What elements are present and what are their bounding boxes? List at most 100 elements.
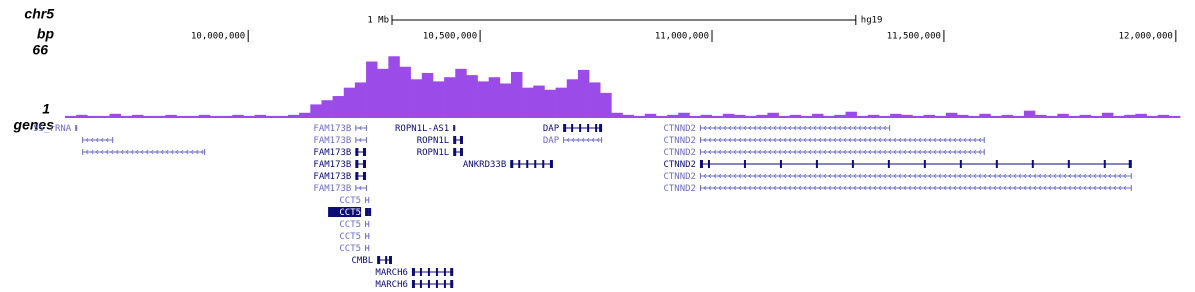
x-tick-label: 11,500,000 xyxy=(887,32,941,42)
signal-bar xyxy=(221,115,233,118)
chrom-label: chr5 xyxy=(24,6,54,22)
signal-bar xyxy=(332,96,345,118)
gene xyxy=(82,149,206,155)
gene-label: FAM173B xyxy=(313,124,351,134)
signal-bar xyxy=(1001,114,1014,118)
signal-bar xyxy=(1057,113,1069,118)
signal-bar xyxy=(499,83,512,118)
signal-bar xyxy=(354,82,367,118)
signal-bar xyxy=(488,77,501,118)
signal-bar xyxy=(722,113,735,118)
signal-bar xyxy=(945,112,958,118)
signal-bar xyxy=(1135,113,1147,118)
gene xyxy=(699,137,985,143)
signal-bar xyxy=(310,104,322,118)
gene xyxy=(82,137,114,143)
signal-bar xyxy=(1124,114,1136,118)
signal-bar xyxy=(789,114,802,118)
signal-bar xyxy=(678,112,690,118)
signal-bar xyxy=(1101,112,1114,118)
signal-bar xyxy=(120,115,133,118)
gene-label: MARCH6 xyxy=(375,280,408,290)
gene xyxy=(355,137,367,143)
gene-label: CTNND2 xyxy=(663,148,696,158)
signal-bar xyxy=(990,115,1002,118)
signal-bar xyxy=(232,114,244,118)
signal-bar xyxy=(566,79,579,118)
signal-bar xyxy=(957,114,969,118)
signal-bar xyxy=(377,68,389,118)
signal-bar xyxy=(198,114,211,118)
signal-bar xyxy=(555,87,568,118)
gene-label: 5S_rRNA xyxy=(33,124,72,134)
gene xyxy=(699,185,1132,191)
signal-bar xyxy=(633,115,646,118)
signal-bar xyxy=(834,114,846,118)
signal-bar xyxy=(1113,115,1125,118)
gene-label: ROPN1L-AS1 xyxy=(395,124,449,134)
signal-bar xyxy=(243,115,255,118)
gene xyxy=(355,160,367,168)
gene xyxy=(563,137,603,143)
signal-bar xyxy=(1012,115,1025,118)
signal-bar xyxy=(533,85,545,118)
gene-label: ROPN1L xyxy=(417,136,450,146)
signal-bar xyxy=(778,115,791,118)
gene-label: CTNND2 xyxy=(663,160,696,170)
signal-bar xyxy=(321,100,333,118)
gene-label-highlight xyxy=(328,207,362,217)
signal-bar xyxy=(76,114,88,118)
scale-label: 1 Mb xyxy=(367,16,389,26)
gene xyxy=(453,136,463,144)
signal-bar xyxy=(878,115,891,118)
x-tick-label: 10,000,000 xyxy=(191,32,245,42)
gene xyxy=(453,125,456,131)
viewlimit-min: 1 xyxy=(42,101,50,117)
signal-bar xyxy=(867,114,880,118)
gene xyxy=(355,125,367,131)
signal-bar xyxy=(109,113,122,118)
gene xyxy=(355,185,367,191)
signal-bar xyxy=(611,112,623,118)
signal-bar xyxy=(299,112,311,118)
gene-label: CMBL xyxy=(351,256,373,266)
gene xyxy=(355,148,367,156)
gene-label: CTNND2 xyxy=(663,124,696,134)
signal-bar xyxy=(265,115,278,118)
signal-bar xyxy=(1079,114,1092,118)
signal-bar xyxy=(388,56,400,118)
gene-label: FAM173B xyxy=(313,160,351,170)
gene xyxy=(411,280,454,288)
signal-bar xyxy=(1035,114,1047,118)
signal-bar xyxy=(655,115,668,118)
signal-bar xyxy=(845,111,857,118)
signal-bar xyxy=(444,77,456,118)
gene-label: ROPN1L xyxy=(417,148,450,158)
gene xyxy=(453,148,463,156)
signal-bar xyxy=(934,115,947,118)
x-tick-label: 12,000,000 xyxy=(1119,32,1173,42)
signal-bar xyxy=(667,114,679,118)
signal-bar xyxy=(176,115,188,118)
signal-bar xyxy=(901,114,913,118)
gene-label: FAM173B xyxy=(313,148,351,158)
gene-label: CCT5 xyxy=(339,232,361,242)
gene-label: FAM173B xyxy=(313,136,351,146)
signal-bar xyxy=(399,66,411,118)
signal-bar xyxy=(98,115,110,118)
signal-bar xyxy=(756,114,768,118)
signal-bar xyxy=(1023,110,1036,118)
viewlimit-max: 66 xyxy=(32,42,48,58)
signal-bar xyxy=(165,114,177,118)
gene-label: CTNND2 xyxy=(663,184,696,194)
gene-label: CTNND2 xyxy=(663,172,696,182)
gene-label: CCT5 xyxy=(339,220,361,230)
units-label: bp xyxy=(37,26,55,42)
gene xyxy=(411,268,454,276)
gene-label: CCT5 xyxy=(339,196,361,206)
signal-bar xyxy=(432,81,445,118)
gene xyxy=(365,245,370,251)
signal-bar xyxy=(187,115,200,118)
signal-bar xyxy=(800,115,813,118)
gene xyxy=(365,208,372,216)
